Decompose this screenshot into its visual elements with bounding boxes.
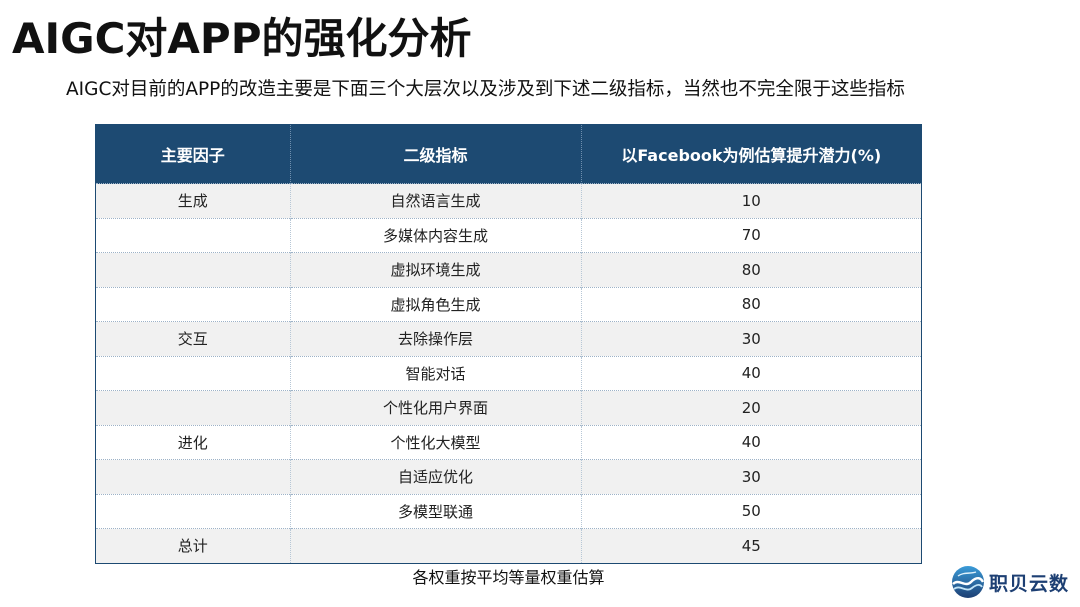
- table-row: 自适应优化 30: [96, 459, 921, 494]
- cell-indicator: 自适应优化: [290, 459, 582, 494]
- page-subtitle: AIGC对目前的APP的改造主要是下面三个大层次以及涉及到下述二级指标，当然也不…: [66, 79, 905, 100]
- cell-value: 30: [581, 459, 921, 494]
- cell-indicator: 虚拟环境生成: [290, 252, 582, 287]
- cell-factor: [96, 286, 291, 322]
- table-total-row: 总计 45: [96, 528, 921, 563]
- cell-indicator: 虚拟角色生成: [290, 286, 582, 322]
- cell-factor: 生成: [96, 183, 291, 218]
- cell-factor: 总计: [96, 528, 291, 563]
- cell-value: 45: [581, 528, 921, 563]
- cell-indicator: 个性化大模型: [290, 424, 582, 460]
- cell-value: 80: [581, 286, 921, 322]
- table-row: 虚拟环境生成 80: [96, 252, 921, 287]
- cell-indicator: 去除操作层: [290, 321, 582, 356]
- cell-factor: [96, 252, 291, 287]
- cell-value: 70: [581, 217, 921, 253]
- table-header-row: 主要因子 二级指标 以Facebook为例估算提升潜力(%): [96, 125, 921, 184]
- cell-factor: [96, 390, 291, 425]
- table-row: 生成 自然语言生成 10: [96, 183, 921, 218]
- table-row: 多模型联通 50: [96, 493, 921, 529]
- cell-indicator: [290, 528, 582, 563]
- data-table: 主要因子 二级指标 以Facebook为例估算提升潜力(%) 生成 自然语言生成…: [95, 124, 922, 564]
- table-row: 智能对话 40: [96, 355, 921, 391]
- logo-text: 职贝云数: [989, 572, 1070, 595]
- header-secondary-indicator: 二级指标: [290, 125, 582, 184]
- cell-indicator: 多媒体内容生成: [290, 217, 582, 253]
- brand-logo: 职贝云数: [950, 563, 1069, 601]
- page-title: AIGC对APP的强化分析: [12, 14, 472, 63]
- cell-factor: [96, 493, 291, 529]
- cell-factor: [96, 355, 291, 391]
- cell-indicator: 多模型联通: [290, 493, 582, 529]
- globe-wave-logo-icon: [952, 566, 985, 598]
- header-main-factor: 主要因子: [96, 125, 291, 184]
- cell-indicator: 个性化用户界面: [290, 390, 582, 425]
- header-potential: 以Facebook为例估算提升潜力(%): [581, 125, 921, 184]
- cell-factor: [96, 217, 291, 253]
- cell-value: 30: [581, 321, 921, 356]
- table-row: 虚拟角色生成 80: [96, 286, 921, 322]
- cell-value: 10: [581, 183, 921, 218]
- table-row: 多媒体内容生成 70: [96, 217, 921, 253]
- cell-indicator: 智能对话: [290, 355, 582, 391]
- cell-factor: [96, 459, 291, 494]
- cell-value: 20: [581, 390, 921, 425]
- table-row: 进化 个性化大模型 40: [96, 424, 921, 460]
- cell-value: 40: [581, 424, 921, 460]
- footnote: 各权重按平均等量权重估算: [412, 568, 605, 587]
- cell-value: 40: [581, 355, 921, 391]
- cell-value: 80: [581, 252, 921, 287]
- table-row: 个性化用户界面 20: [96, 390, 921, 425]
- table-row: 交互 去除操作层 30: [96, 321, 921, 356]
- cell-factor: 交互: [96, 321, 291, 356]
- cell-factor: 进化: [96, 424, 291, 460]
- cell-value: 50: [581, 493, 921, 529]
- cell-indicator: 自然语言生成: [290, 183, 582, 218]
